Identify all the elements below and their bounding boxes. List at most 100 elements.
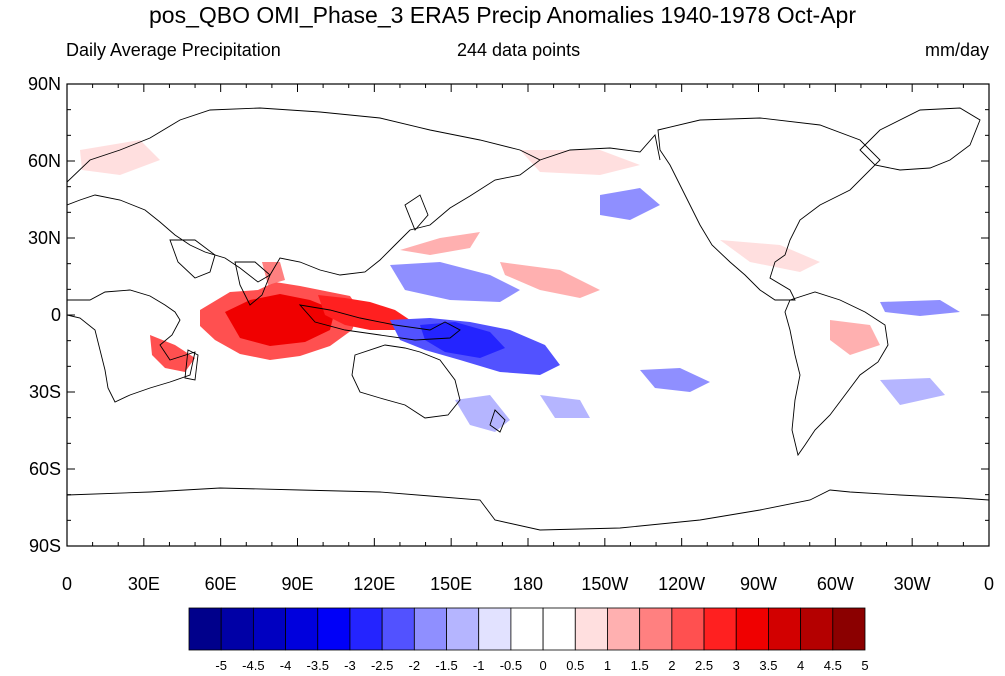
- colorbar-label: 1: [604, 658, 611, 673]
- colorbar-swatch: [413, 607, 447, 651]
- coast-madagascar: [184, 349, 199, 381]
- colorbar-swatch: [349, 607, 383, 651]
- colorbar-label: 4.5: [824, 658, 842, 673]
- anomaly-field: [80, 140, 960, 432]
- colorbar-label: -5: [215, 658, 227, 673]
- colorbar-label: 3: [733, 658, 740, 673]
- colorbar-swatch: [703, 607, 737, 651]
- anomaly-bay-bengal-positive: [262, 262, 285, 285]
- map-title: pos_QBO OMI_Phase_3 ERA5 Precip Anomalie…: [149, 2, 856, 28]
- colorbar-swatch: [252, 607, 286, 651]
- colorbar-label: 5: [861, 658, 868, 673]
- x-tick-label: 90W: [740, 574, 777, 594]
- colorbar-swatch: [285, 607, 319, 651]
- colorbar-label: -1: [473, 658, 485, 673]
- coast-south-america: [784, 291, 889, 457]
- colorbar-swatch: [220, 607, 254, 651]
- anomaly-new-zealand-negative: [455, 395, 510, 432]
- colorbar-label: -2: [409, 658, 421, 673]
- coast-antarctica: [67, 487, 989, 531]
- anomaly-africa-positive: [150, 335, 195, 372]
- coastlines: [67, 107, 989, 531]
- anomaly-south-america-positive: [830, 320, 880, 355]
- colorbar-label: 0.5: [566, 658, 584, 673]
- colorbar-swatch: [639, 607, 673, 651]
- colorbar-label: -0.5: [500, 658, 522, 673]
- anomaly-tropical-pacific-negative: [390, 262, 520, 302]
- anomaly-atlantic-positive: [720, 240, 820, 272]
- coast-arabia: [169, 239, 216, 279]
- coast-eurasia: [67, 107, 541, 283]
- colorbar-label: 0: [539, 658, 546, 673]
- x-tick-label: 90E: [281, 574, 313, 594]
- colorbar-label: -3.5: [307, 658, 329, 673]
- colorbar-label: -1.5: [435, 658, 457, 673]
- x-tick-label: 120W: [658, 574, 705, 594]
- colorbar-label: -4.5: [242, 658, 264, 673]
- colorbar-label: 2: [668, 658, 675, 673]
- anomaly-subtropical-pacific-negative: [600, 188, 660, 220]
- colorbar-swatch: [317, 607, 351, 651]
- colorbar-label: 2.5: [695, 658, 713, 673]
- colorbar-swatch: [671, 607, 705, 651]
- colorbar-swatch: [574, 607, 608, 651]
- anomaly-europe-positive: [80, 140, 160, 175]
- x-axis: 0 30E 60E 90E 120E 150E 180 150W 120W 90W 60W 30W 0: [62, 84, 994, 594]
- y-tick-label: 0: [51, 305, 61, 325]
- anomaly-south-atlantic-negative: [880, 378, 945, 405]
- subtitle-variable: Daily Average Precipitation: [66, 40, 281, 60]
- x-tick-label: 60W: [817, 574, 854, 594]
- colorbar-swatch: [768, 607, 802, 651]
- colorbar-swatch: [510, 607, 544, 651]
- colorbar-swatch: [542, 607, 576, 651]
- colorbar: -5 -4.5 -4 -3.5 -3 -2.5 -2 -1.5 -1 -0.5 0 0.5 1 1.5 2 2…: [188, 607, 869, 673]
- x-tick-label: 0: [62, 574, 72, 594]
- colorbar-label: -2.5: [371, 658, 393, 673]
- anomaly-north-pacific-positive: [520, 150, 640, 175]
- x-tick-label: 0: [984, 574, 994, 594]
- y-tick-label: 30N: [28, 228, 61, 248]
- anomaly-west-pacific-positive: [400, 232, 480, 255]
- anomaly-western-pacific-core: [420, 322, 505, 358]
- coast-japan: [404, 194, 429, 231]
- subtitle-units: mm/day: [924, 40, 989, 60]
- x-tick-label: 120E: [353, 574, 395, 594]
- anomaly-south-pacific-negative: [540, 395, 590, 418]
- coast-alaska: [539, 134, 661, 161]
- coast-indonesia: [298, 304, 461, 341]
- coast-north-america: [657, 117, 881, 301]
- subtitle-count: 244 data points: [457, 40, 581, 60]
- colorbar-swatch: [800, 607, 834, 651]
- colorbar-swatch: [832, 607, 866, 651]
- colorbar-swatch: [446, 607, 480, 651]
- colorbar-label: -4: [280, 658, 292, 673]
- anomaly-east-pacific-negative: [640, 368, 710, 392]
- colorbar-swatch: [381, 607, 415, 651]
- anomaly-atlantic-negative: [880, 300, 960, 316]
- x-tick-label: 30W: [894, 574, 931, 594]
- y-tick-label: 90S: [29, 536, 61, 556]
- colorbar-swatch: [478, 607, 512, 651]
- anomaly-indian-ocean-core: [225, 294, 335, 346]
- coast-india: [234, 261, 271, 306]
- x-tick-label: 150E: [430, 574, 472, 594]
- colorbar-label: 1.5: [631, 658, 649, 673]
- colorbar-label: -3: [344, 658, 356, 673]
- colorbar-swatch: [735, 607, 769, 651]
- coast-new-zealand: [489, 409, 506, 433]
- colorbar-label: 3.5: [759, 658, 777, 673]
- anomaly-maritime-positive: [318, 295, 410, 330]
- y-tick-label: 30S: [29, 382, 61, 402]
- y-tick-label: 90N: [28, 74, 61, 94]
- coast-greenland: [859, 107, 981, 171]
- y-axis: 90N 60N 30N 0 30S 60S 90S: [28, 74, 989, 556]
- coast-australia: [351, 344, 461, 419]
- colorbar-swatch: [607, 607, 641, 651]
- colorbar-swatch: [188, 607, 222, 651]
- x-tick-label: 30E: [128, 574, 160, 594]
- anomaly-central-pacific-positive: [500, 262, 600, 298]
- y-tick-label: 60N: [28, 151, 61, 171]
- coast-africa-europe: [67, 289, 196, 403]
- x-tick-label: 150W: [581, 574, 628, 594]
